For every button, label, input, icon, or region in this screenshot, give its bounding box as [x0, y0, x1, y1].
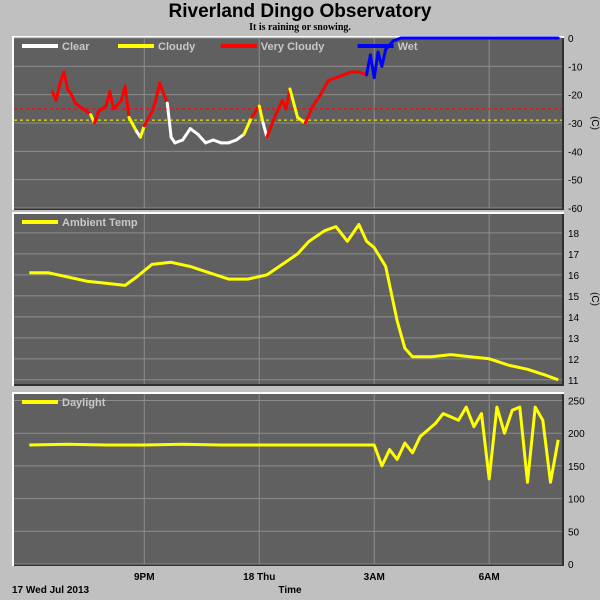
data-segment	[319, 79, 330, 97]
y-tick-label: -50	[568, 176, 583, 187]
x-tick-label: 6AM	[479, 572, 500, 583]
y-tick-label: 12	[568, 355, 580, 366]
y-tick-label: 250	[568, 397, 585, 408]
data-segment	[62, 70, 70, 91]
y-tick-label: 11	[568, 376, 579, 387]
panel-sky: 0 -10 -20 -30 -40 -50 -60 (C) Clear Cloudy Very Cl…	[12, 34, 600, 215]
data-segment	[81, 107, 93, 116]
x-tick-label: 3AM	[364, 572, 385, 583]
legend-label: Clear	[62, 41, 90, 53]
data-segment	[296, 115, 307, 125]
data-segment	[234, 132, 246, 142]
data-segment	[92, 110, 100, 125]
data-segment	[303, 104, 315, 125]
data-segment	[273, 98, 284, 119]
y-tick-label: 16	[568, 271, 580, 282]
data-segment	[96, 104, 108, 114]
y-tick-label: -30	[568, 119, 583, 130]
data-segment	[188, 127, 200, 136]
y-tick-label: 150	[568, 462, 585, 473]
data-segment	[165, 101, 173, 139]
chart-subtitle: It is raining or snowing.	[249, 22, 351, 33]
data-segment	[138, 124, 146, 139]
data-segment	[158, 81, 169, 105]
data-segment	[311, 93, 323, 108]
y-tick-label: -40	[568, 147, 583, 158]
data-segment	[288, 87, 300, 119]
data-segment	[196, 132, 208, 145]
y-tick-label: 17	[568, 250, 580, 261]
legend-label: Very Cloudy	[261, 41, 325, 53]
legend-label: Ambient Temp	[62, 217, 138, 229]
data-segment	[73, 101, 85, 111]
y-tick-label: 15	[568, 292, 580, 303]
data-segment	[242, 115, 254, 136]
data-segment	[257, 104, 265, 125]
y-tick-label: -20	[568, 91, 583, 102]
y-tick-label: -10	[568, 62, 583, 73]
data-segment	[372, 50, 380, 80]
legend-label: Cloudy	[158, 41, 196, 53]
y-tick-label: 13	[568, 334, 580, 345]
y-axis-label: (C)	[589, 292, 600, 306]
data-segment	[69, 93, 77, 105]
y-tick-label: 0	[568, 560, 574, 571]
data-segment	[265, 115, 277, 139]
y-tick-label: 50	[568, 527, 580, 538]
legend-label: Wet	[398, 41, 418, 53]
data-segment	[150, 98, 158, 114]
y-tick-label: 18	[568, 229, 580, 240]
data-line	[29, 223, 559, 382]
y-tick-label: 14	[568, 313, 580, 324]
x-tick-label: 9PM	[134, 572, 155, 583]
data-segment	[142, 110, 154, 128]
data-segment	[154, 81, 162, 102]
data-segment	[123, 84, 131, 119]
data-segment	[112, 98, 123, 111]
data-segment	[108, 90, 116, 111]
legend-label: Daylight	[62, 397, 106, 409]
y-axis-label: (C)	[589, 116, 600, 130]
data-segment	[250, 104, 261, 119]
x-axis-label: Time	[278, 585, 302, 596]
data-segment	[54, 81, 62, 102]
y-tick-label: 100	[568, 495, 585, 506]
panel-ambient: 18 17 16 15 14 13 12 11 (C) Ambient Temp	[12, 212, 600, 387]
y-tick-label: -60	[568, 204, 583, 215]
date-label: 17 Wed Jul 2013	[12, 585, 90, 596]
data-segment	[181, 127, 192, 142]
chart-title: Riverland Dingo Observatory	[168, 1, 432, 22]
y-tick-label: 200	[568, 429, 585, 440]
panel-daylight: 250 200 150 100 50 0 Daylight	[12, 392, 585, 571]
data-segment	[380, 47, 388, 68]
x-tick-label: 18 Thu	[243, 572, 275, 583]
data-line	[29, 405, 560, 484]
y-tick-label: 0	[568, 34, 574, 45]
data-segment	[127, 115, 139, 133]
